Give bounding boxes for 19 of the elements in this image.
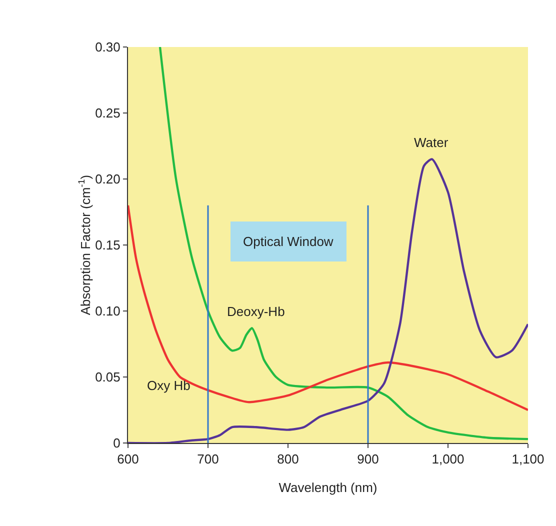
x-tick-label: 1,000 (432, 452, 464, 467)
x-tick-label: 900 (357, 452, 379, 467)
y-tick-label: 0.20 (95, 172, 120, 187)
annotation: Optical Window (243, 234, 334, 249)
y-tick-label: 0.25 (95, 106, 120, 121)
x-axis-title: Wavelength (nm) (278, 480, 378, 495)
y-tick-label: 0.05 (95, 370, 120, 385)
y-tick-label: 0.15 (95, 238, 120, 253)
annotation: Water (414, 135, 449, 150)
y-tick-label: 0.30 (95, 40, 120, 55)
x-tick-label: 800 (277, 452, 299, 467)
x-tick-label: 700 (197, 452, 219, 467)
y-tick-label: 0 (113, 436, 120, 451)
line-series (128, 204, 528, 412)
y-tick-label: 0.10 (95, 304, 120, 319)
annotation: Deoxy-Hb (227, 304, 285, 319)
x-tick-label: 1,100 (512, 452, 544, 467)
x-tick-label: 600 (117, 452, 139, 467)
annotation: Oxy Hb (147, 378, 190, 393)
